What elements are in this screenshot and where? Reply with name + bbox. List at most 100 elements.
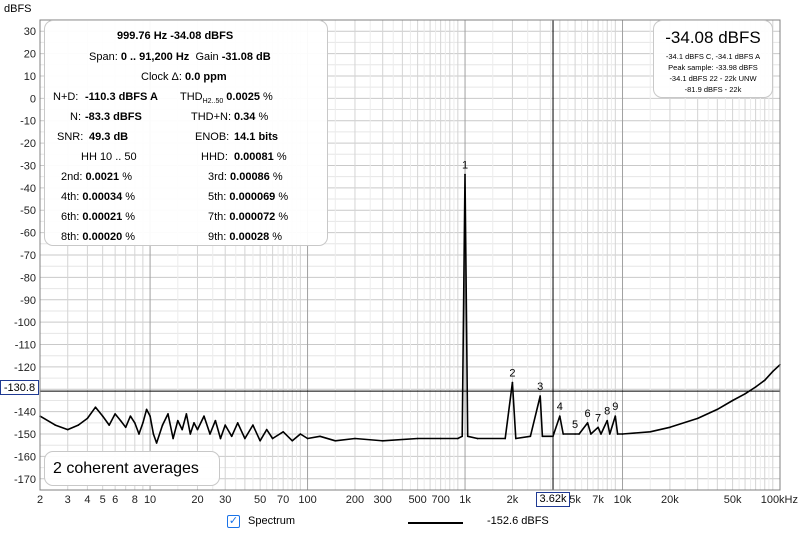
thdn-unit: % bbox=[258, 111, 269, 123]
spectrum-checkbox[interactable]: ✓ bbox=[227, 515, 240, 528]
level-peak-sample: Peak sample: -33.98 dBFS bbox=[668, 63, 758, 72]
harmonic-marker-label: 1 bbox=[462, 160, 468, 172]
harmonic-label: 3rd: bbox=[208, 171, 227, 183]
spectrum-point bbox=[189, 433, 192, 435]
spectrum-point bbox=[439, 437, 442, 440]
averages-panel[interactable]: 2 coherent averages bbox=[44, 451, 220, 486]
harmonic-marker-label: 5 bbox=[572, 419, 578, 431]
x-tick-label: 70 bbox=[277, 494, 289, 506]
x-tick-label: 50k bbox=[724, 494, 742, 506]
spectrum-point bbox=[696, 417, 699, 420]
spectrum-point bbox=[152, 433, 155, 435]
spectrum-point bbox=[590, 433, 592, 435]
spectrum-point bbox=[119, 419, 122, 422]
harmonic-label: 4th: bbox=[61, 191, 80, 203]
nd-value: -110.3 dBFS A bbox=[85, 91, 158, 103]
spectrum-point bbox=[124, 426, 127, 429]
legend-label[interactable]: Spectrum bbox=[248, 515, 296, 527]
legend: ✓ Spectrum -152.6 dBFS bbox=[0, 512, 800, 534]
x-tick-label: 6 bbox=[112, 494, 118, 506]
harmonic-value: 0.000069 bbox=[229, 191, 276, 203]
thdn-label: THD+N: bbox=[191, 111, 232, 123]
harmonic-unit: % bbox=[278, 191, 289, 203]
spectrum-point bbox=[578, 433, 580, 435]
harmonic-marker-label: 2 bbox=[509, 368, 515, 380]
spectrum-point bbox=[134, 422, 136, 424]
y-tick-label: -50 bbox=[20, 205, 36, 217]
spectrum-point bbox=[101, 415, 104, 417]
gain-value: -31.08 dB bbox=[221, 51, 271, 63]
spectrum-point bbox=[209, 433, 211, 435]
enob-value: 14.1 bits bbox=[234, 131, 279, 143]
spectrum-point bbox=[155, 442, 158, 444]
y-tick-label: -30 bbox=[20, 160, 36, 172]
harmonic-unit: % bbox=[272, 231, 283, 243]
spectrum-point bbox=[559, 415, 561, 417]
spectrum-point bbox=[416, 437, 419, 440]
x-tick-label: 50 bbox=[254, 494, 266, 506]
spectrum-point bbox=[381, 439, 384, 442]
harmonic-markers: 1 2 3 456 78 9 bbox=[462, 160, 618, 431]
thdn-value: 0.34 bbox=[234, 111, 256, 123]
y-axis: 30 20 10 0 -10 -20 -30 -40 -50 -60 -70 -80 -90 -100 -1… bbox=[14, 26, 36, 486]
harmonic-8: 8th: 0.00020 % bbox=[61, 231, 135, 243]
x-tick-label: 200 bbox=[346, 494, 364, 506]
x-tick-label: 700 bbox=[431, 494, 449, 506]
spectrum-point bbox=[716, 408, 719, 411]
y-tick-label: -140 bbox=[14, 407, 36, 419]
spectrum-point bbox=[291, 439, 294, 442]
level-panel[interactable]: -34.08 dBFS -34.1 dBFS C, -34.1 dBFS A P… bbox=[653, 20, 773, 98]
y-tick-label: -10 bbox=[20, 116, 36, 128]
y-axis-unit: dBFS bbox=[4, 3, 32, 15]
spectrum-point bbox=[230, 435, 233, 438]
spectrum-point bbox=[334, 439, 337, 442]
spectrum-point bbox=[586, 422, 589, 424]
x-tick-label: 100 bbox=[298, 494, 316, 506]
cursor-lines[interactable] bbox=[40, 20, 780, 490]
enob-label: ENOB: bbox=[195, 131, 230, 143]
harmonic-value: 0.00086 bbox=[230, 171, 270, 183]
spectrum-point bbox=[167, 413, 169, 415]
harmonic-value: 0.00020 bbox=[82, 231, 123, 243]
spectrum-point bbox=[108, 424, 110, 426]
harmonic-label: 7th: bbox=[208, 211, 227, 223]
y-tick-label: -60 bbox=[20, 228, 36, 240]
spectrum-point bbox=[614, 415, 617, 417]
span-label: Span: bbox=[89, 51, 118, 63]
spectrum-point bbox=[763, 379, 766, 382]
harmonic-unit: % bbox=[272, 171, 283, 183]
harmonic-value: 0.0021 bbox=[85, 171, 120, 183]
cursor-y-readout[interactable]: -130.8 bbox=[0, 380, 39, 395]
harmonic-value: 0.00021 bbox=[82, 211, 123, 223]
level-unweighted: -34.1 dBFS 22 - 22k UNW bbox=[669, 74, 757, 83]
hh-label: HH 10 .. 50 bbox=[81, 151, 137, 163]
n-label: N: bbox=[70, 111, 81, 123]
x-tick-label: 500 bbox=[408, 494, 426, 506]
hhd-readout: 0.00081 % bbox=[234, 151, 287, 163]
x-tick-label: 4 bbox=[84, 494, 90, 506]
spectrum-point bbox=[466, 435, 469, 438]
x-tick-label: 5k bbox=[569, 494, 581, 506]
x-tick-label: 300 bbox=[374, 494, 392, 506]
y-tick-label: -160 bbox=[14, 451, 36, 463]
harmonic-label: 6th: bbox=[61, 211, 80, 223]
clock-readout: Clock Δ: 0.0 ppm bbox=[141, 71, 227, 83]
cursor-x-readout[interactable]: 3.62k bbox=[536, 492, 570, 507]
harmonic-label: 8th: bbox=[61, 231, 80, 243]
series-layer bbox=[39, 173, 781, 444]
thd-value: 0.0025 bbox=[226, 91, 260, 103]
snr-label: SNR: bbox=[57, 131, 84, 143]
harmonic-5: 5th: 0.000069 % bbox=[208, 191, 288, 203]
harmonic-unit: % bbox=[278, 211, 289, 223]
level-main: -34.08 dBFS bbox=[665, 28, 761, 47]
spectrum-point bbox=[539, 395, 541, 397]
measurement-panel[interactable]: 999.76 Hz -34.08 dBFS Span: 0 .. 91,200 … bbox=[44, 20, 328, 246]
y-tick-label: 20 bbox=[24, 49, 36, 61]
harmonic-value: 0.000072 bbox=[229, 211, 276, 223]
harmonic-9: 9th: 0.00028 % bbox=[208, 231, 282, 243]
spectrum-point bbox=[354, 437, 356, 440]
thd-unit: % bbox=[263, 91, 273, 103]
spectrum-point bbox=[142, 422, 144, 424]
harmonic-unit: % bbox=[125, 231, 136, 243]
